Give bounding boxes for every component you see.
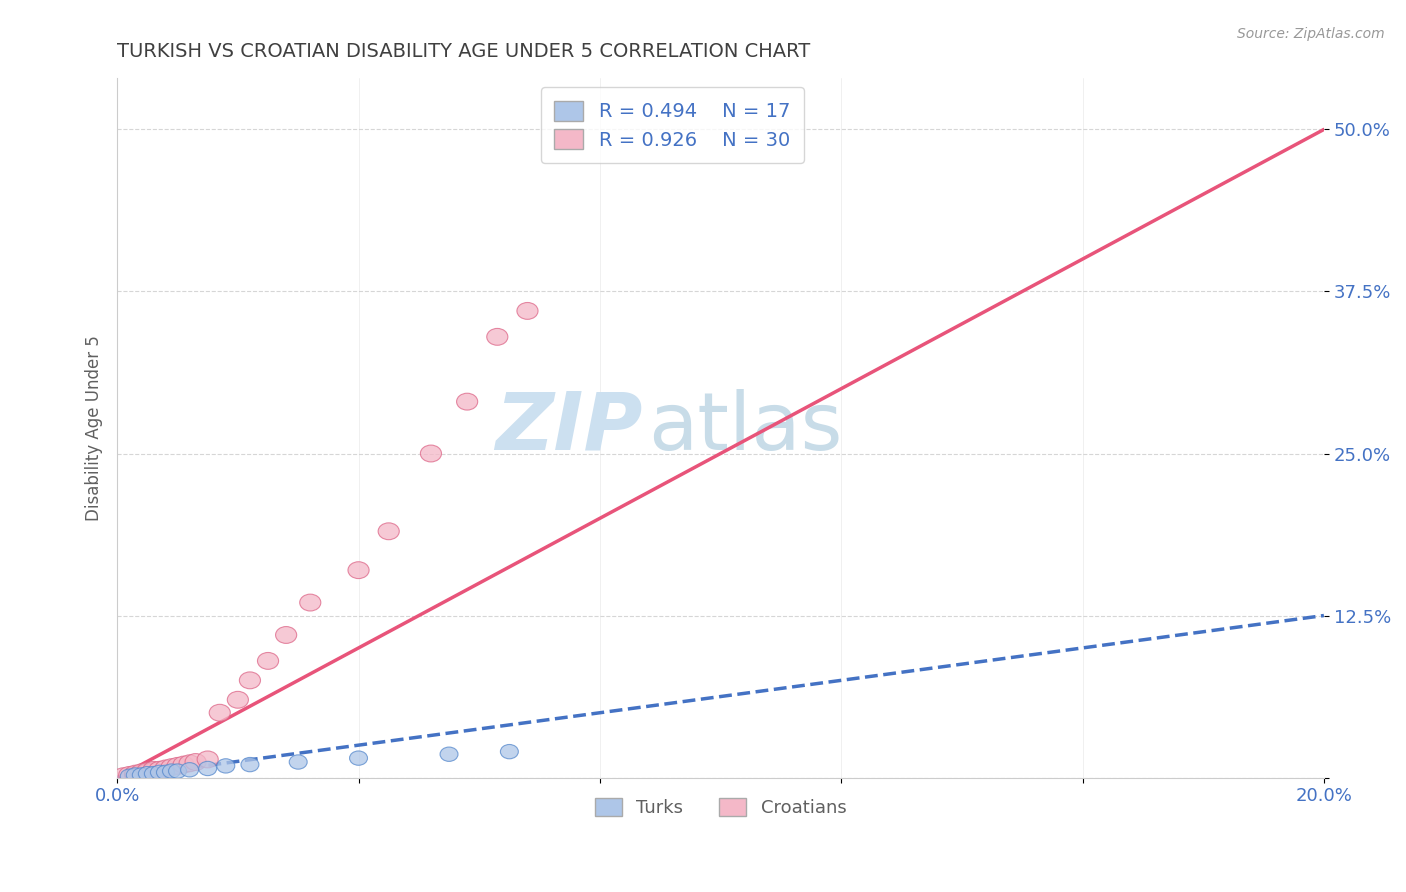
Ellipse shape bbox=[440, 747, 458, 762]
Ellipse shape bbox=[257, 652, 278, 669]
Ellipse shape bbox=[350, 751, 367, 765]
Ellipse shape bbox=[163, 764, 180, 778]
Ellipse shape bbox=[127, 768, 145, 782]
Ellipse shape bbox=[197, 751, 218, 768]
Ellipse shape bbox=[240, 757, 259, 772]
Text: TURKISH VS CROATIAN DISABILITY AGE UNDER 5 CORRELATION CHART: TURKISH VS CROATIAN DISABILITY AGE UNDER… bbox=[117, 42, 810, 61]
Ellipse shape bbox=[138, 766, 156, 780]
Ellipse shape bbox=[132, 768, 150, 782]
Ellipse shape bbox=[517, 302, 538, 319]
Ellipse shape bbox=[169, 764, 187, 778]
Ellipse shape bbox=[198, 762, 217, 776]
Ellipse shape bbox=[180, 763, 198, 777]
Ellipse shape bbox=[347, 562, 370, 579]
Text: Source: ZipAtlas.com: Source: ZipAtlas.com bbox=[1237, 27, 1385, 41]
Ellipse shape bbox=[125, 766, 146, 783]
Ellipse shape bbox=[156, 765, 174, 780]
Ellipse shape bbox=[131, 765, 152, 782]
Ellipse shape bbox=[457, 393, 478, 410]
Ellipse shape bbox=[143, 763, 165, 780]
Ellipse shape bbox=[276, 626, 297, 643]
Ellipse shape bbox=[420, 445, 441, 462]
Ellipse shape bbox=[378, 523, 399, 540]
Ellipse shape bbox=[186, 754, 207, 771]
Ellipse shape bbox=[209, 705, 231, 721]
Ellipse shape bbox=[155, 760, 176, 777]
Ellipse shape bbox=[167, 757, 188, 774]
Ellipse shape bbox=[486, 328, 508, 345]
Y-axis label: Disability Age Under 5: Disability Age Under 5 bbox=[86, 334, 103, 521]
Ellipse shape bbox=[149, 762, 170, 778]
Text: ZIP: ZIP bbox=[495, 389, 643, 467]
Ellipse shape bbox=[125, 765, 146, 782]
Ellipse shape bbox=[150, 765, 169, 780]
Ellipse shape bbox=[131, 764, 152, 780]
Ellipse shape bbox=[143, 762, 165, 778]
Ellipse shape bbox=[136, 763, 157, 780]
Ellipse shape bbox=[160, 759, 181, 776]
Ellipse shape bbox=[136, 764, 157, 780]
Ellipse shape bbox=[121, 769, 138, 783]
Ellipse shape bbox=[228, 691, 249, 708]
Ellipse shape bbox=[145, 766, 162, 780]
Ellipse shape bbox=[217, 759, 235, 773]
Ellipse shape bbox=[173, 756, 194, 773]
Ellipse shape bbox=[179, 755, 200, 772]
Ellipse shape bbox=[112, 768, 134, 785]
Text: atlas: atlas bbox=[648, 389, 842, 467]
Ellipse shape bbox=[118, 766, 139, 783]
Ellipse shape bbox=[501, 745, 519, 759]
Ellipse shape bbox=[239, 672, 260, 689]
Legend: Turks, Croatians: Turks, Croatians bbox=[588, 790, 853, 824]
Ellipse shape bbox=[290, 755, 307, 769]
Ellipse shape bbox=[299, 594, 321, 611]
